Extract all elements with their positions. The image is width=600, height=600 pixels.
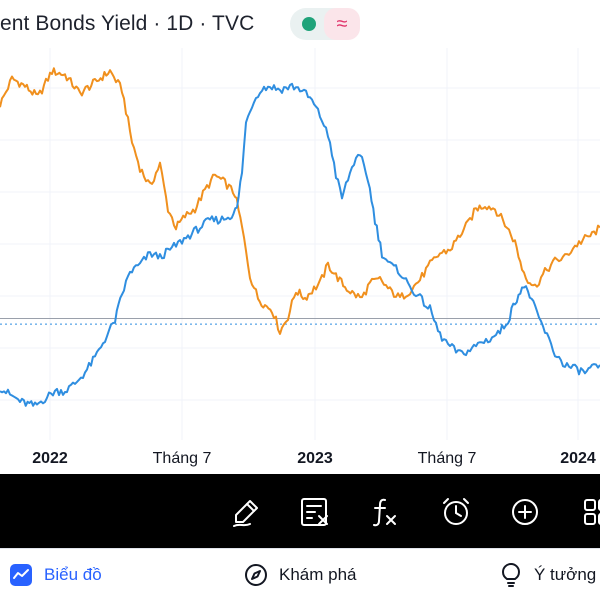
compass-icon: [243, 562, 269, 588]
price-chart[interactable]: [0, 48, 600, 473]
drawing-toolbar: [0, 474, 600, 548]
nav-label: Ý tưởng: [534, 565, 597, 584]
grid-icon[interactable]: [576, 492, 600, 532]
alert-clock-icon[interactable]: [436, 492, 476, 532]
time-axis[interactable]: 2022 Tháng 7 2023 Tháng 7 2024: [0, 440, 600, 474]
nav-item-ideas[interactable]: Ý tưởng: [498, 561, 596, 589]
x-tick-label: Tháng 7: [417, 450, 477, 467]
x-tick-label: Tháng 7: [152, 450, 212, 467]
nav-item-explore[interactable]: Khám phá: [243, 561, 357, 589]
indicators-icon[interactable]: [295, 492, 335, 532]
pencil-icon[interactable]: [226, 492, 266, 532]
chart-icon: [8, 562, 34, 588]
x-tick-label: 2024: [560, 450, 596, 467]
x-tick-label: 2023: [297, 450, 333, 467]
series-line-0: [0, 67, 600, 335]
symbol-title[interactable]: ent Bonds Yield · 1D · TVC: [0, 12, 255, 35]
market-status-icon: [302, 17, 316, 31]
chart-plot[interactable]: [0, 48, 600, 440]
lightbulb-icon: [498, 562, 524, 588]
nav-label: Khám phá: [279, 565, 357, 584]
nav-label: Biểu đồ: [44, 565, 102, 584]
formula-icon[interactable]: [364, 492, 404, 532]
chart-header: ent Bonds Yield · 1D · TVC ≈: [0, 0, 600, 48]
bottom-navigation: Biểu đồ Khám phá Ý tưởng: [0, 548, 600, 600]
series-line-1: [0, 82, 600, 407]
nav-item-chart[interactable]: Biểu đồ: [8, 561, 102, 589]
wave-icon[interactable]: ≈: [324, 8, 360, 40]
x-tick-label: 2022: [32, 450, 68, 467]
add-circle-icon[interactable]: [505, 492, 545, 532]
